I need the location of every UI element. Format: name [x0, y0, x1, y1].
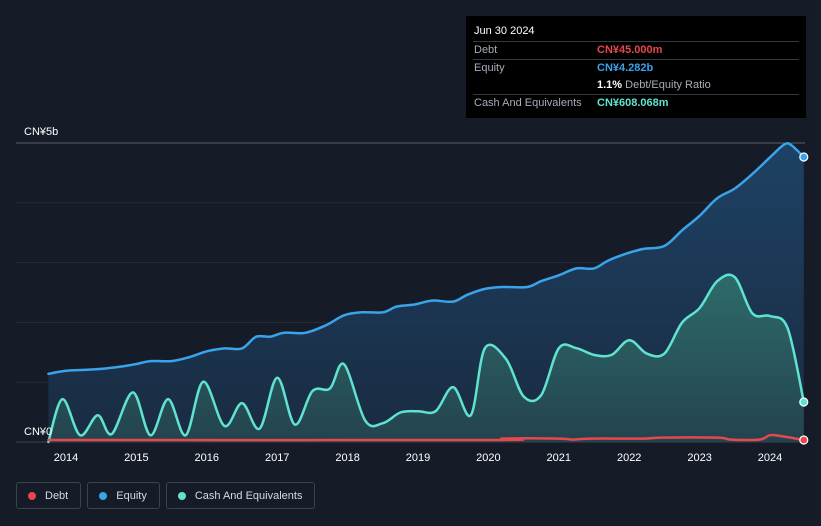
x-tick-label: 2020	[476, 452, 500, 464]
cash-dot-icon	[177, 491, 186, 500]
y-axis-top-label: CN¥5b	[24, 126, 58, 138]
cash-series-area	[48, 274, 804, 442]
x-tick-label: 2017	[265, 452, 289, 464]
cash-series-line	[47, 273, 806, 444]
cash-end-marker	[799, 397, 809, 407]
debt-series-line	[47, 433, 806, 442]
tooltip: Jun 30 2024 Debt CN¥45.000m Equity CN¥4.…	[466, 16, 806, 118]
legend: Debt Equity Cash And Equivalents	[16, 482, 316, 509]
tooltip-date: Jun 30 2024	[474, 25, 535, 37]
x-tick-label: 2022	[617, 452, 641, 464]
equity-dot-icon	[99, 491, 108, 500]
legend-item-debt[interactable]: Debt	[16, 482, 82, 509]
debt-dot-icon	[28, 491, 36, 500]
legend-debt-label: Debt	[45, 489, 69, 502]
x-tick-label: 2015	[124, 452, 148, 464]
tooltip-cash-row: Cash And Equivalents CN¥608.068m	[473, 94, 799, 112]
y-axis-bottom-label: CN¥0	[24, 426, 52, 438]
legend-equity-label: Equity	[116, 489, 147, 502]
tooltip-equity-row: Equity CN¥4.282b	[473, 59, 799, 77]
x-tick-label: 2024	[758, 452, 782, 464]
tooltip-ratio-value: 1.1%	[597, 79, 623, 91]
debt-end-marker	[799, 435, 809, 445]
legend-cash-label: Cash And Equivalents	[194, 489, 303, 502]
legend-item-cash[interactable]: Cash And Equivalents	[165, 482, 316, 509]
tooltip-ratio-label: Debt/Equity Ratio	[625, 79, 711, 91]
tooltip-debt-value: CN¥45.000m	[597, 44, 663, 56]
tooltip-ratio-row: 1.1% Debt/Equity Ratio	[473, 77, 799, 94]
x-tick-label: 2018	[335, 452, 359, 464]
x-tick-label: 2021	[547, 452, 571, 464]
x-tick-label: 2019	[406, 452, 430, 464]
tooltip-debt-label: Debt	[474, 44, 498, 56]
tooltip-cash-label: Cash And Equivalents	[474, 97, 582, 109]
x-tick-label: 2016	[195, 452, 219, 464]
tooltip-cash-value: CN¥608.068m	[597, 97, 669, 109]
equity-series-line	[47, 142, 806, 376]
legend-item-equity[interactable]: Equity	[87, 482, 160, 509]
equity-end-marker	[799, 152, 809, 162]
tooltip-equity-label: Equity	[474, 62, 505, 74]
tooltip-equity-value: CN¥4.282b	[597, 62, 654, 74]
tooltip-debt-row: Debt CN¥45.000m	[473, 41, 799, 59]
x-tick-label: 2023	[687, 452, 711, 464]
x-tick-label: 2014	[54, 452, 78, 464]
